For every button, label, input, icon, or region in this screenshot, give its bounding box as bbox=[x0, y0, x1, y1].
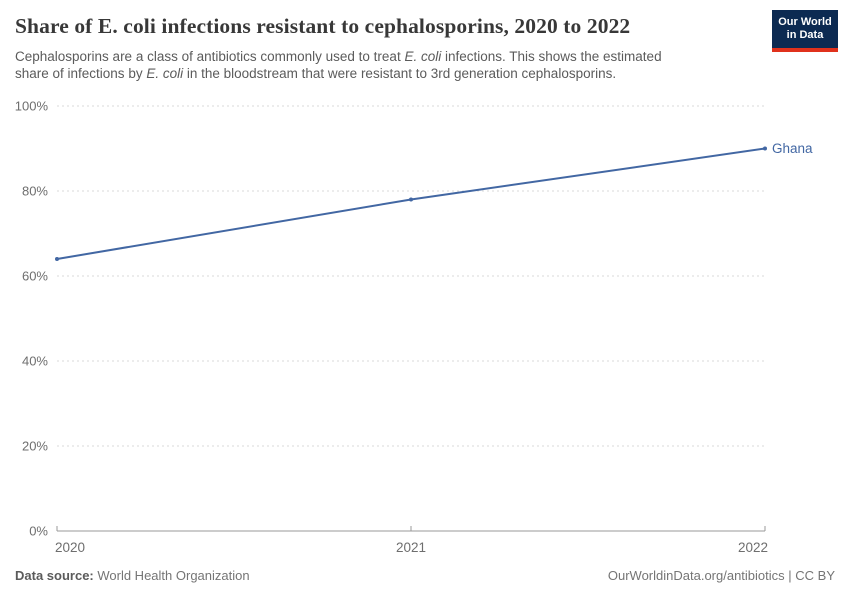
data-point[interactable] bbox=[409, 197, 413, 202]
x-tick-label: 2020 bbox=[55, 540, 85, 555]
subtitle-italic-segment: E. coli bbox=[146, 65, 184, 81]
chart-footer: Data source: World Health Organization O… bbox=[15, 568, 835, 583]
y-tick-label: 60% bbox=[22, 269, 48, 284]
data-source-value: World Health Organization bbox=[93, 568, 250, 583]
x-tick-label: 2022 bbox=[738, 540, 768, 555]
license-link[interactable]: OurWorldinData.org/antibiotics | CC BY bbox=[607, 568, 835, 583]
subtitle-italic-segment: E. coli bbox=[404, 49, 442, 64]
data-source: Data source: World Health Organization bbox=[15, 568, 250, 583]
chart-title: Share of E. coli infections resistant to… bbox=[15, 14, 631, 38]
data-point[interactable] bbox=[55, 257, 59, 261]
data-point[interactable] bbox=[763, 146, 767, 151]
x-tick-label: 2021 bbox=[396, 540, 426, 555]
series-line-ghana[interactable] bbox=[56, 147, 766, 260]
y-tick-label: 40% bbox=[22, 354, 48, 369]
owid-logo-line2: in Data bbox=[786, 29, 824, 41]
series-end-label[interactable]: Ghana bbox=[772, 141, 813, 156]
y-tick-label: 100% bbox=[15, 99, 49, 114]
owid-logo-line1: Our World bbox=[778, 16, 832, 28]
subtitle-segment: infections. This shows the estimated bbox=[441, 49, 662, 64]
subtitle-segment: share of infections by bbox=[15, 65, 147, 81]
y-tick-label: 0% bbox=[29, 524, 48, 539]
subtitle-segment: Cephalosporins are a class of antibiotic… bbox=[15, 49, 405, 64]
chart-subtitle: Cephalosporins are a class of antibiotic… bbox=[15, 49, 662, 82]
subtitle-segment: in the bloodstream that were resistant t… bbox=[183, 65, 617, 81]
data-source-label: Data source: bbox=[15, 568, 94, 583]
owid-logo[interactable]: Our World in Data bbox=[772, 10, 838, 52]
y-tick-label: 80% bbox=[22, 184, 48, 199]
y-tick-label: 20% bbox=[22, 439, 48, 454]
